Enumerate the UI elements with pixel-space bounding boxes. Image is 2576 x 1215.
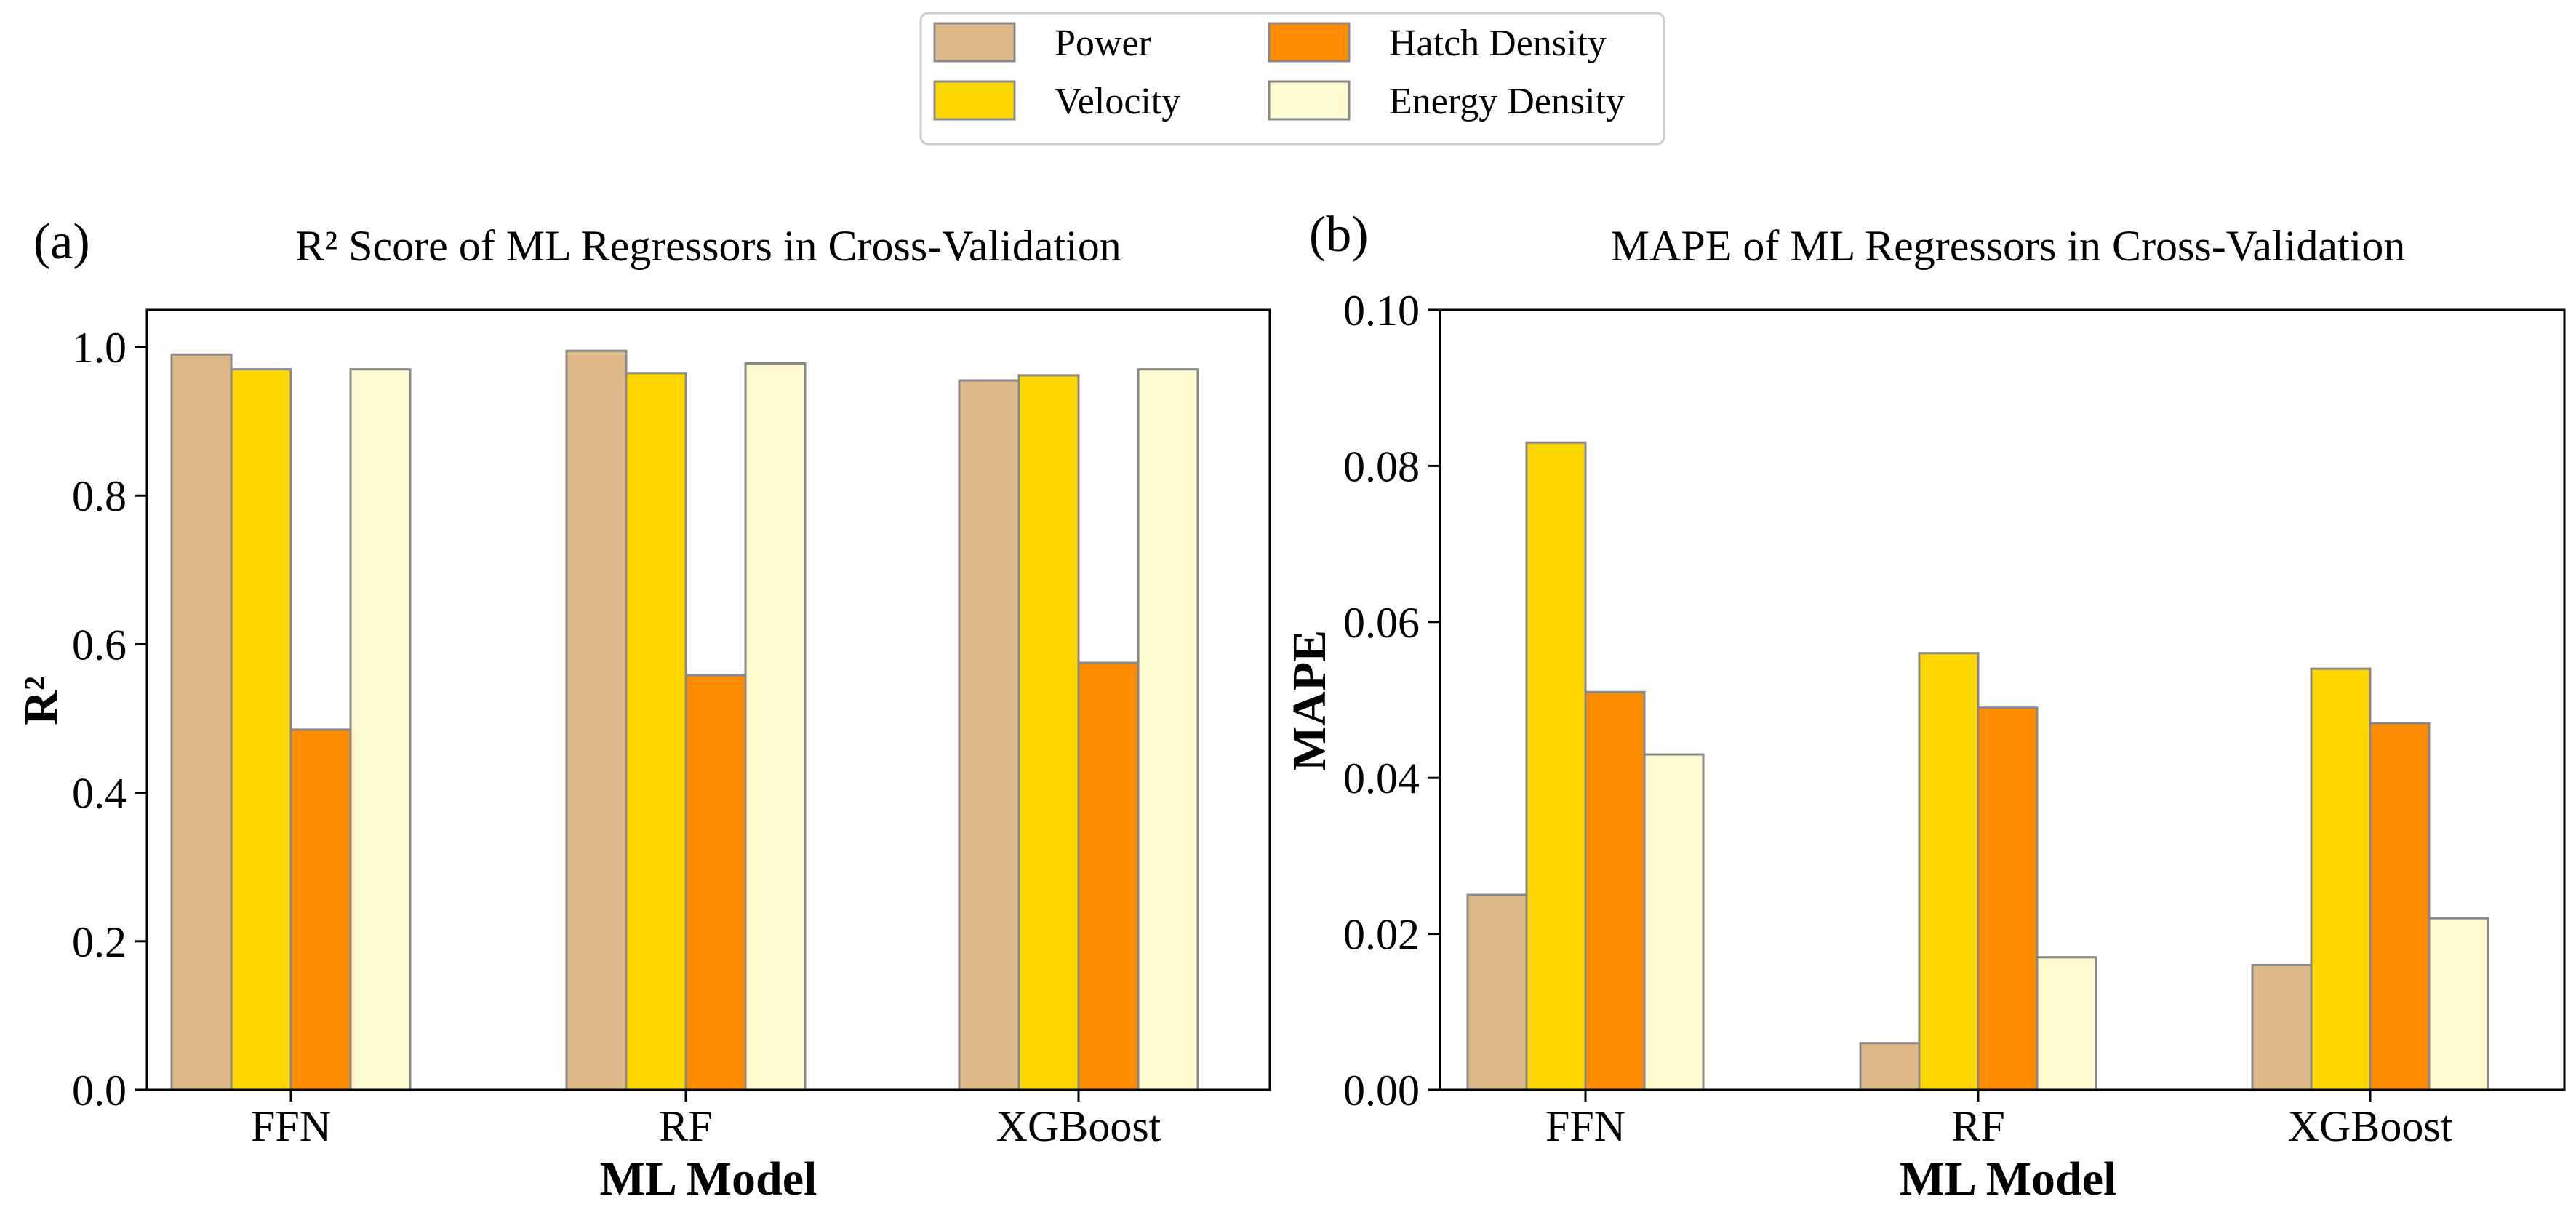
panel-a-bar-ffn-energy-density — [349, 368, 412, 1091]
panel-a-xlabel: ML Model — [600, 1152, 817, 1206]
panel-b-xtick-label-rf: RF — [1951, 1102, 2004, 1150]
panel-a-bar-xgboost-energy-density — [1137, 368, 1199, 1091]
panel-b-ylabel: MAPE — [1283, 630, 1336, 771]
panel-b-xtick-label-ffn: FFN — [1545, 1102, 1625, 1150]
panel-b-bar-rf-energy-density — [2036, 956, 2097, 1091]
panel-b-xlabel: ML Model — [1900, 1152, 2117, 1206]
panel-b-bar-ffn-energy-density — [1643, 753, 1705, 1091]
legend-label-power: Power — [1055, 23, 1151, 64]
panel-b-ytick-label: 0.08 — [1343, 442, 1420, 490]
panel-a-xtick-label-rf: RF — [659, 1102, 712, 1150]
panel-a-bar-rf-hatch-density — [684, 674, 747, 1091]
legend-swatch-hatch-density — [1268, 22, 1351, 63]
panel-a-xtick-label-xgboost: XGBoost — [996, 1102, 1161, 1150]
panel-a-ytick-label: 0.8 — [72, 472, 127, 520]
panel-b-bars — [1466, 441, 2489, 1091]
panel-a-ytick-label: 1.0 — [72, 324, 127, 372]
panel-a-bar-xgboost-velocity — [1017, 374, 1080, 1091]
panel-a-bar-rf-power — [565, 349, 628, 1091]
panel-a: (a) R² Score of ML Regressors in Cross-V… — [15, 214, 1271, 1206]
panel-b-bar-rf-hatch-density — [1977, 706, 2039, 1091]
panel-a-bar-ffn-velocity — [230, 368, 292, 1091]
panel-a-ylabel: R² — [15, 676, 68, 725]
panel-a-ytick-label: 0.4 — [72, 770, 127, 818]
panel-a-label: (a) — [33, 214, 90, 270]
panel-a-bar-rf-energy-density — [744, 362, 807, 1091]
legend-frame — [919, 12, 1665, 146]
panel-a-title: R² Score of ML Regressors in Cross-Valid… — [295, 222, 1121, 270]
panel-b-ytick-label: 0.10 — [1343, 287, 1420, 335]
panel-a-ytick-label: 0.6 — [72, 621, 127, 669]
panel-a-axes-frame — [145, 308, 1271, 1091]
panel-b-bar-ffn-velocity — [1525, 441, 1587, 1091]
panel-b-title: MAPE of ML Regressors in Cross-Validatio… — [1611, 222, 2406, 270]
panel-a-bar-ffn-power — [170, 353, 233, 1091]
legend-label-energy-density: Energy Density — [1389, 81, 1625, 122]
panel-b-bar-rf-velocity — [1918, 652, 1980, 1091]
panel-a-ytick-label: 0.0 — [72, 1067, 127, 1115]
panel-a-bar-xgboost-power — [958, 379, 1020, 1091]
panel-a-bar-xgboost-hatch-density — [1077, 661, 1140, 1091]
panel-a-bar-ffn-hatch-density — [289, 728, 352, 1091]
panel-b: (b) MAPE of ML Regressors in Cross-Valid… — [1283, 207, 2566, 1206]
panel-b-bar-xgboost-power — [2251, 963, 2313, 1091]
panel-b-bar-ffn-hatch-density — [1584, 690, 1646, 1091]
panel-b-label: (b) — [1309, 207, 1369, 263]
panel-b-bar-xgboost-velocity — [2310, 667, 2372, 1091]
legend-label-hatch-density: Hatch Density — [1389, 23, 1607, 64]
panel-b-bar-xgboost-energy-density — [2428, 917, 2489, 1091]
legend-label-velocity: Velocity — [1055, 81, 1180, 122]
panel-b-axes-frame — [1439, 308, 2566, 1091]
panel-b-ytick-label: 0.04 — [1343, 754, 1420, 802]
panel-b-ytick-label: 0.06 — [1343, 599, 1420, 647]
panel-b-bar-ffn-power — [1466, 893, 1528, 1091]
panel-b-ytick-label: 0.02 — [1343, 911, 1420, 959]
panel-b-bar-rf-power — [1859, 1042, 1921, 1091]
panel-a-bars — [170, 349, 1199, 1091]
panel-a-ytick-label: 0.2 — [72, 918, 127, 966]
legend-swatch-energy-density — [1268, 80, 1351, 121]
panel-b-bar-xgboost-hatch-density — [2369, 722, 2431, 1091]
panel-a-bar-rf-velocity — [625, 372, 687, 1091]
panel-b-ytick-label: 0.00 — [1343, 1067, 1420, 1115]
legend: Power Velocity Hatch Density Energy Density — [919, 12, 1665, 146]
legend-swatch-power — [933, 22, 1016, 63]
legend-swatch-velocity — [933, 80, 1016, 121]
panel-a-xtick-label-ffn: FFN — [251, 1102, 331, 1150]
panel-b-xtick-label-xgboost: XGBoost — [2288, 1102, 2453, 1150]
